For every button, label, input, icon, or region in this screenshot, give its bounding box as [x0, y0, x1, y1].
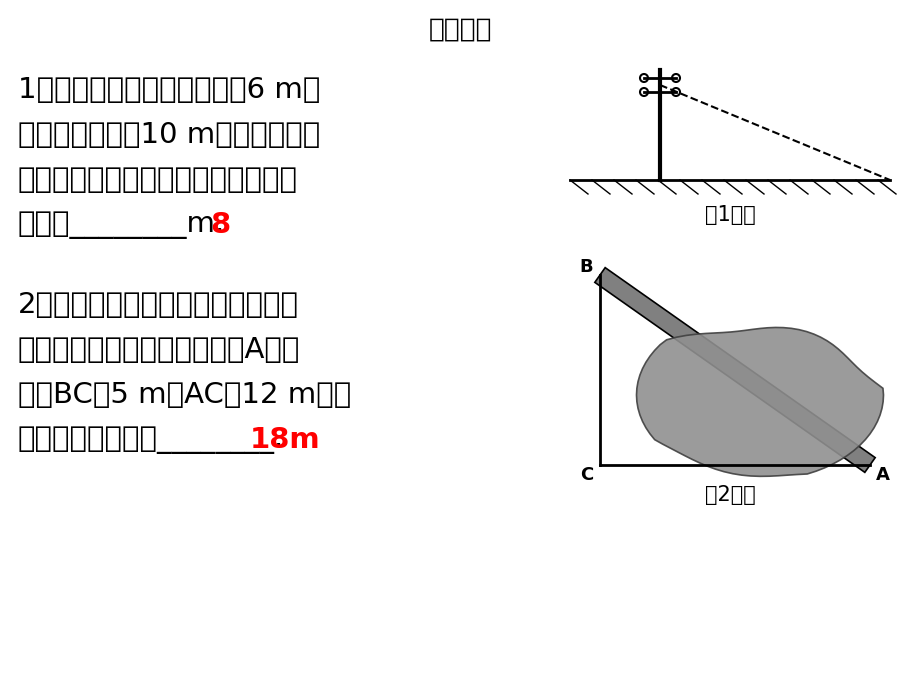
Text: A: A [875, 466, 889, 484]
Text: 18m: 18m [249, 426, 320, 454]
Text: 这条缆绳在地面的固定点距离电线杆: 这条缆绳在地面的固定点距离电线杆 [18, 166, 298, 194]
Text: 这棵大树的高度为________.: 这棵大树的高度为________. [18, 426, 284, 454]
Text: 量得BC＝5 m，AC＝12 m，则: 量得BC＝5 m，AC＝12 m，则 [18, 381, 351, 409]
Text: 1．如下图，从电线杆离地面6 m处: 1．如下图，从电线杆离地面6 m处 [18, 76, 320, 104]
Text: 课前预习: 课前预习 [427, 17, 492, 43]
Text: 2．如上图，大风把一棵大树刮断，: 2．如上图，大风把一棵大树刮断， [18, 291, 299, 319]
Text: 向地面拉一条长10 m的固定缆绳，: 向地面拉一条长10 m的固定缆绳， [18, 121, 320, 149]
Text: 第1题图: 第1题图 [704, 205, 754, 225]
Text: 8: 8 [210, 211, 230, 239]
Text: 第2题图: 第2题图 [704, 485, 754, 505]
Text: 折断的一端恰好落在地面上的A处，: 折断的一端恰好落在地面上的A处， [18, 336, 300, 364]
Text: 底部有________m.: 底部有________m. [18, 211, 225, 239]
Polygon shape [595, 268, 874, 473]
Polygon shape [636, 328, 882, 476]
Text: B: B [579, 258, 592, 276]
Text: C: C [580, 466, 593, 484]
